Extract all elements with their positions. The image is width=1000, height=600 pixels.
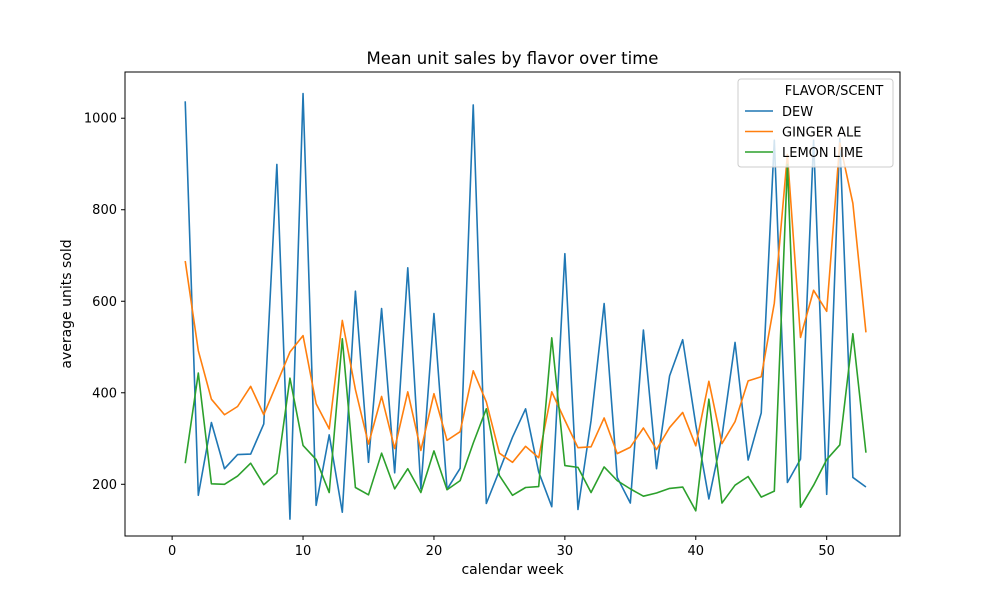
legend-box xyxy=(737,78,894,168)
legend-label: LEMON LIME xyxy=(782,146,863,161)
x-tick-label: 50 xyxy=(818,544,835,559)
x-tick-label: 10 xyxy=(295,544,312,559)
legend-label: DEW xyxy=(782,105,813,120)
series-layer xyxy=(184,92,867,520)
legend-entries: DEW GINGER ALE LEMON LIME xyxy=(745,105,863,161)
x-axis-label: calendar week xyxy=(461,562,564,578)
x-tick-label: 0 xyxy=(168,544,176,559)
y-axis-label: average units sold xyxy=(59,239,75,368)
y-tick-label: 600 xyxy=(92,295,117,310)
series-line-ginger-ale xyxy=(184,142,867,464)
x-tick-label: 20 xyxy=(426,544,443,559)
plot-frame xyxy=(124,71,901,537)
legend-item-ginger-ale: GINGER ALE xyxy=(745,126,861,141)
y-axis: 200 400 600 800 1000 xyxy=(84,112,125,493)
legend-label: GINGER ALE xyxy=(782,126,861,141)
legend-title: FLAVOR/SCENT xyxy=(785,84,884,99)
legend-item-lemon-lime: LEMON LIME xyxy=(745,146,863,161)
legend-item-dew: DEW xyxy=(745,105,813,120)
y-tick-label: 400 xyxy=(92,386,117,401)
x-tick-label: 40 xyxy=(688,544,705,559)
legend: FLAVOR/SCENT DEW GINGER ALE LEMON LIME xyxy=(737,78,894,168)
series-line-lemon-lime xyxy=(184,163,867,512)
y-tick-label: 800 xyxy=(92,203,117,218)
y-tick-label: 200 xyxy=(92,478,117,493)
x-tick-label: 30 xyxy=(557,544,574,559)
plot-area xyxy=(124,71,901,537)
series-line-dew xyxy=(184,92,867,520)
chart-title: Mean unit sales by flavor over time xyxy=(367,49,659,68)
x-axis: 0 10 20 30 40 50 xyxy=(168,536,835,559)
y-tick-label: 1000 xyxy=(84,112,117,127)
